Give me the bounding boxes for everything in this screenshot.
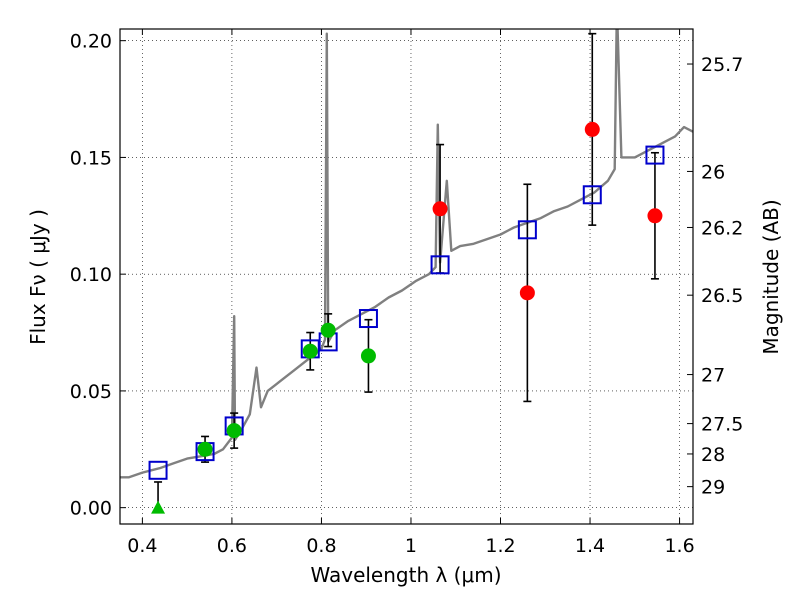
data-circle-marker <box>432 201 448 217</box>
model-square-marker <box>517 220 537 240</box>
model-square-marker <box>645 145 665 165</box>
model-square-marker <box>430 255 450 275</box>
y2-tick-label: 26.5 <box>701 285 743 307</box>
y-tick-label: 0.10 <box>70 264 112 286</box>
y2-axis-label: Magnitude (AB) <box>759 199 783 354</box>
y2-tick-label: 27.5 <box>701 414 743 436</box>
y2-tick-label: 26 <box>701 161 725 183</box>
data-circle-marker <box>226 423 242 439</box>
x-tick-label: 1 <box>405 535 417 557</box>
x-tick-label: 0.8 <box>306 535 336 557</box>
x-tick-label: 1.4 <box>575 535 605 557</box>
x-axis-label: Wavelength λ (μm) <box>310 563 501 587</box>
y-tick-label: 0.20 <box>70 31 112 53</box>
grid <box>120 29 693 524</box>
y2-tick-label: 27 <box>701 365 725 387</box>
data-circle-marker <box>647 208 663 224</box>
plot-frame <box>119 28 694 525</box>
axes-ticks: 0.4 0.6 0.8 1 1.2 1.4 1.6 0.00 0.05 0.10 0.15 0.20 2… <box>70 29 743 557</box>
y-axis-label: Flux Fν ( μJy ) <box>26 209 50 345</box>
model-square-marker <box>582 185 602 205</box>
x-tick-label: 0.4 <box>127 535 157 557</box>
x-tick-label: 1.6 <box>664 535 694 557</box>
y2-tick-label: 28 <box>701 444 725 466</box>
model-spectrum <box>120 29 693 479</box>
y-tick-label: 0.00 <box>70 498 112 520</box>
x-tick-label: 1.2 <box>485 535 515 557</box>
model-square-marker <box>148 460 168 480</box>
upper-limit-triangle-marker <box>151 500 166 514</box>
data-circle-marker <box>302 343 318 359</box>
data-points <box>148 32 665 514</box>
spectrum-line <box>120 29 693 479</box>
x-tick-label: 0.6 <box>217 535 247 557</box>
y-tick-label: 0.15 <box>70 147 112 169</box>
model-square-marker <box>358 309 378 329</box>
data-circle-marker <box>320 322 336 338</box>
y-tick-label: 0.05 <box>70 381 112 403</box>
y2-tick-label: 29 <box>701 477 725 499</box>
data-circle-marker <box>519 285 535 301</box>
data-circle-marker <box>360 348 376 364</box>
y2-tick-label: 26.2 <box>701 217 743 239</box>
data-circle-marker <box>197 441 213 457</box>
y2-tick-label: 25.7 <box>701 54 743 76</box>
data-circle-marker <box>584 121 600 137</box>
